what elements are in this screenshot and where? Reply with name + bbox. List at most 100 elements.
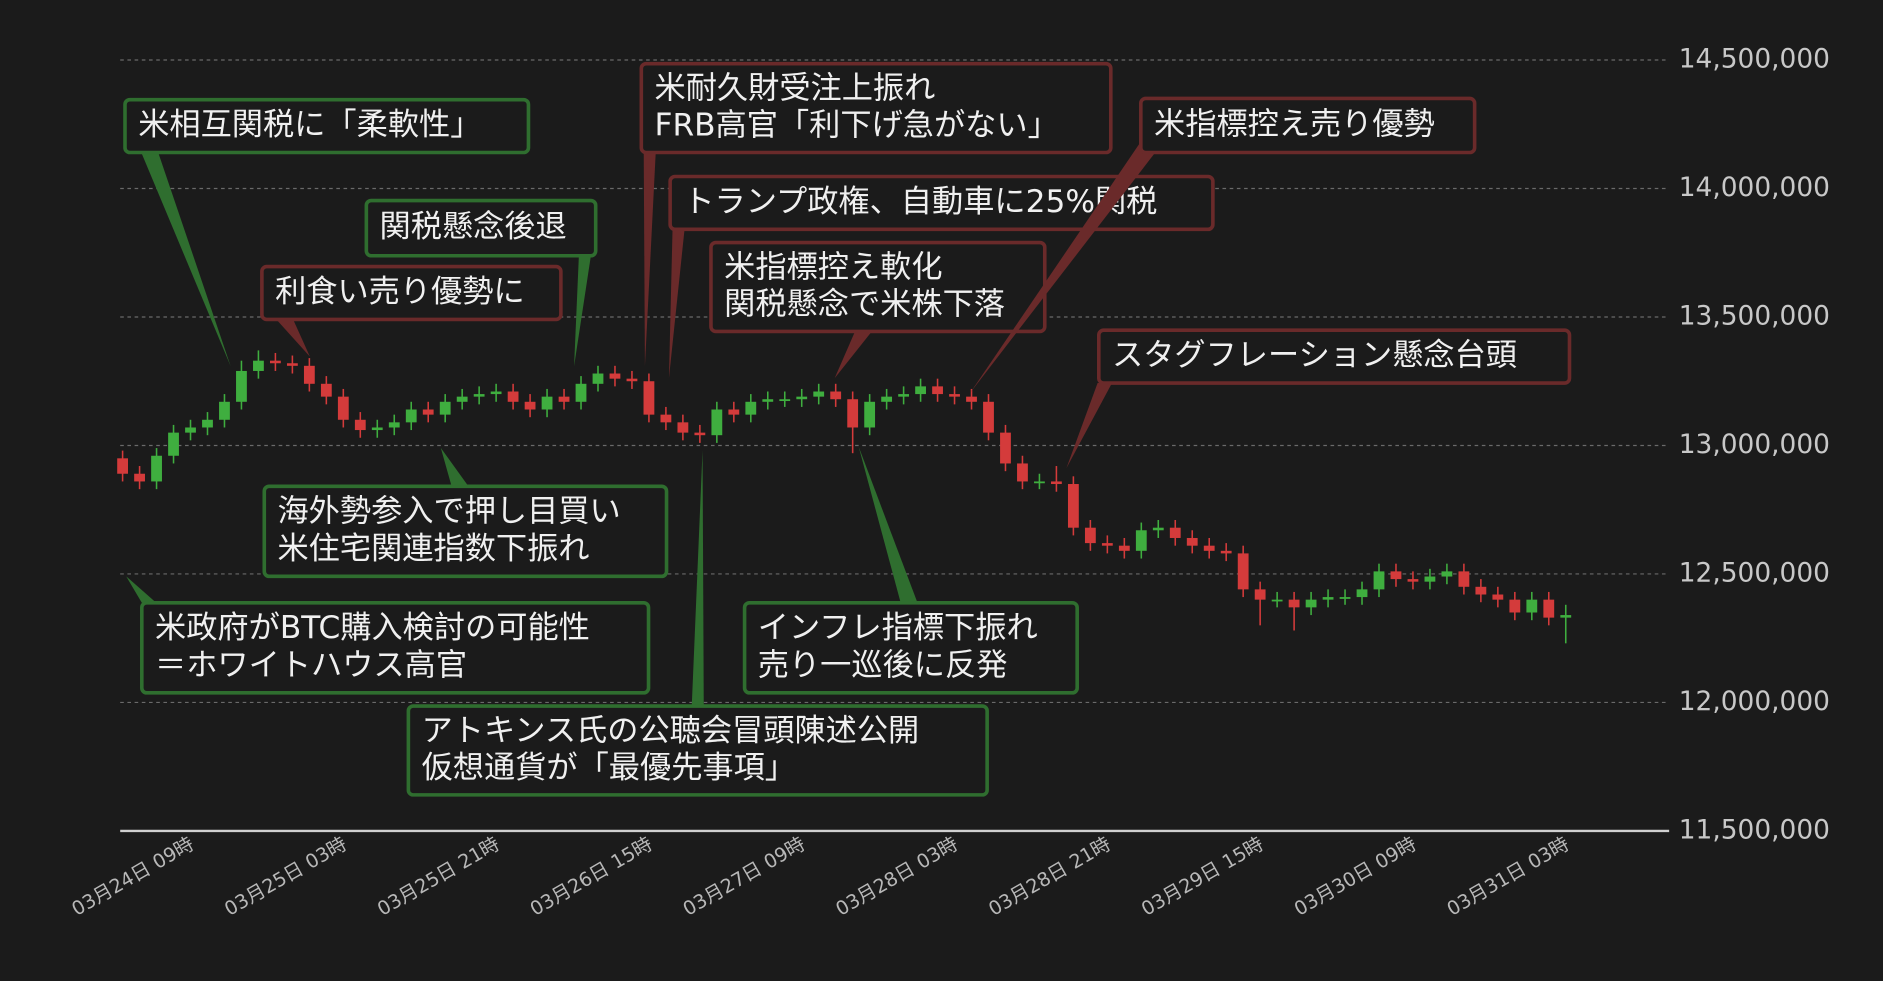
y-tick-label: 12,000,000 — [1679, 686, 1830, 717]
candle-body — [253, 360, 264, 371]
candle-body — [1203, 545, 1215, 551]
candle-body — [915, 386, 926, 395]
y-tick-label: 14,000,000 — [1679, 172, 1830, 203]
candle-body — [303, 365, 315, 384]
candle-body — [830, 391, 842, 400]
candle-body — [1254, 589, 1266, 600]
candle-body — [490, 391, 502, 395]
candle-body — [966, 396, 977, 402]
candle-body — [1441, 571, 1453, 577]
x-tick-label: 03月30日 09時 — [1290, 832, 1420, 920]
candle-body — [881, 396, 893, 402]
annotation-text: トランプ政権、自動車に25%関税 — [683, 184, 1157, 220]
candle-body — [1271, 599, 1283, 602]
candle-body — [1186, 537, 1198, 546]
annotation-text: アトキンス氏の公聴会冒頭陳述公開 — [422, 713, 920, 749]
annotation-text: 米相互関税に「柔軟性」 — [138, 107, 481, 143]
annotation: スタグフレーション懸念台頭 — [1066, 328, 1572, 469]
annotation: 関税懸念後退 — [364, 198, 598, 367]
x-tick-label: 03月26日 15時 — [526, 832, 656, 920]
annotation-box — [406, 704, 989, 797]
candle-body — [1017, 463, 1028, 482]
annotation-pointer — [440, 447, 469, 487]
candle-body — [1492, 594, 1504, 600]
annotation-text: スタグフレーション懸念台頭 — [1112, 338, 1517, 374]
candle-body — [236, 370, 247, 402]
candle-body — [541, 396, 553, 410]
annotation-text: 米指標控え売り優勢 — [1154, 106, 1435, 142]
candle-body — [864, 401, 876, 428]
candle-body — [796, 396, 808, 400]
candle-body — [728, 409, 740, 415]
candle-body — [626, 378, 638, 382]
candle-body — [983, 401, 994, 433]
candle-body — [847, 399, 859, 428]
annotation-box — [364, 198, 598, 258]
candle-body — [456, 396, 468, 402]
candle-body — [660, 414, 672, 423]
candle-body — [1356, 589, 1368, 598]
candle-body — [643, 381, 655, 415]
candle-body — [949, 394, 960, 397]
candle-body — [337, 396, 349, 420]
candle-body — [558, 396, 570, 402]
candle-body — [320, 383, 332, 397]
annotation-text: 米政府がBTC購入検討の可能性 — [155, 610, 590, 646]
candle-body — [1067, 484, 1079, 528]
annotation-box — [140, 600, 651, 695]
candle-body — [354, 419, 366, 431]
annotation-pointer — [834, 331, 872, 379]
annotation-pointer — [668, 229, 685, 379]
annotation-text: 利食い売り優勢に — [275, 274, 525, 310]
candle-body — [1000, 432, 1011, 464]
annotation-pointer — [1066, 383, 1113, 469]
y-tick-label: 13,500,000 — [1679, 300, 1830, 331]
candle-body — [1322, 597, 1334, 600]
candle-body — [1169, 527, 1181, 538]
annotation-text: インフレ指標下振れ — [758, 610, 1038, 646]
annotation: 米相互関税に「柔軟性」 — [123, 97, 531, 367]
annotation-text: 米耐久財受注上振れ — [655, 70, 936, 106]
annotation-pointer — [276, 319, 310, 357]
candle-body — [898, 394, 910, 397]
candle-body — [286, 363, 298, 366]
annotation: 利食い売り優勢に — [260, 264, 563, 357]
candle-body — [1101, 543, 1113, 546]
annotation-box — [262, 484, 669, 579]
annotation-text: 米指標控え軟化 — [724, 249, 942, 285]
candle-body — [1475, 586, 1487, 595]
candle-body — [1034, 481, 1045, 484]
candle-body — [609, 373, 621, 379]
candle-body — [151, 455, 162, 482]
annotation: 米政府がBTC購入検討の可能性＝ホワイトハウス高官 — [126, 576, 651, 695]
candle-body — [1305, 599, 1317, 608]
annotation-box — [742, 600, 1079, 695]
candle-body — [371, 427, 383, 431]
candle-body — [1118, 545, 1130, 551]
annotation-pointer — [691, 450, 704, 707]
annotation-pointer — [858, 446, 918, 603]
candle-body — [134, 473, 145, 482]
candle-body — [779, 399, 791, 402]
candle-body — [813, 391, 825, 397]
candle-body — [592, 373, 604, 384]
x-tick-label: 03月25日 03時 — [220, 832, 350, 920]
candle-body — [1543, 599, 1555, 618]
annotation-box — [123, 97, 531, 155]
annotation: 米指標控え売り優勢 — [970, 96, 1477, 393]
candle-body — [524, 401, 536, 410]
candle-body — [1407, 579, 1419, 582]
x-tick-label: 03月29日 15時 — [1137, 832, 1267, 920]
candle-body — [1084, 527, 1096, 544]
candle-body — [168, 432, 179, 456]
annotation-box — [668, 174, 1215, 232]
candle-body — [1135, 530, 1147, 551]
x-tick-label: 03月28日 03時 — [832, 832, 962, 920]
annotation-box — [260, 264, 563, 322]
candle-body — [1560, 615, 1572, 618]
candle-body — [575, 383, 587, 402]
